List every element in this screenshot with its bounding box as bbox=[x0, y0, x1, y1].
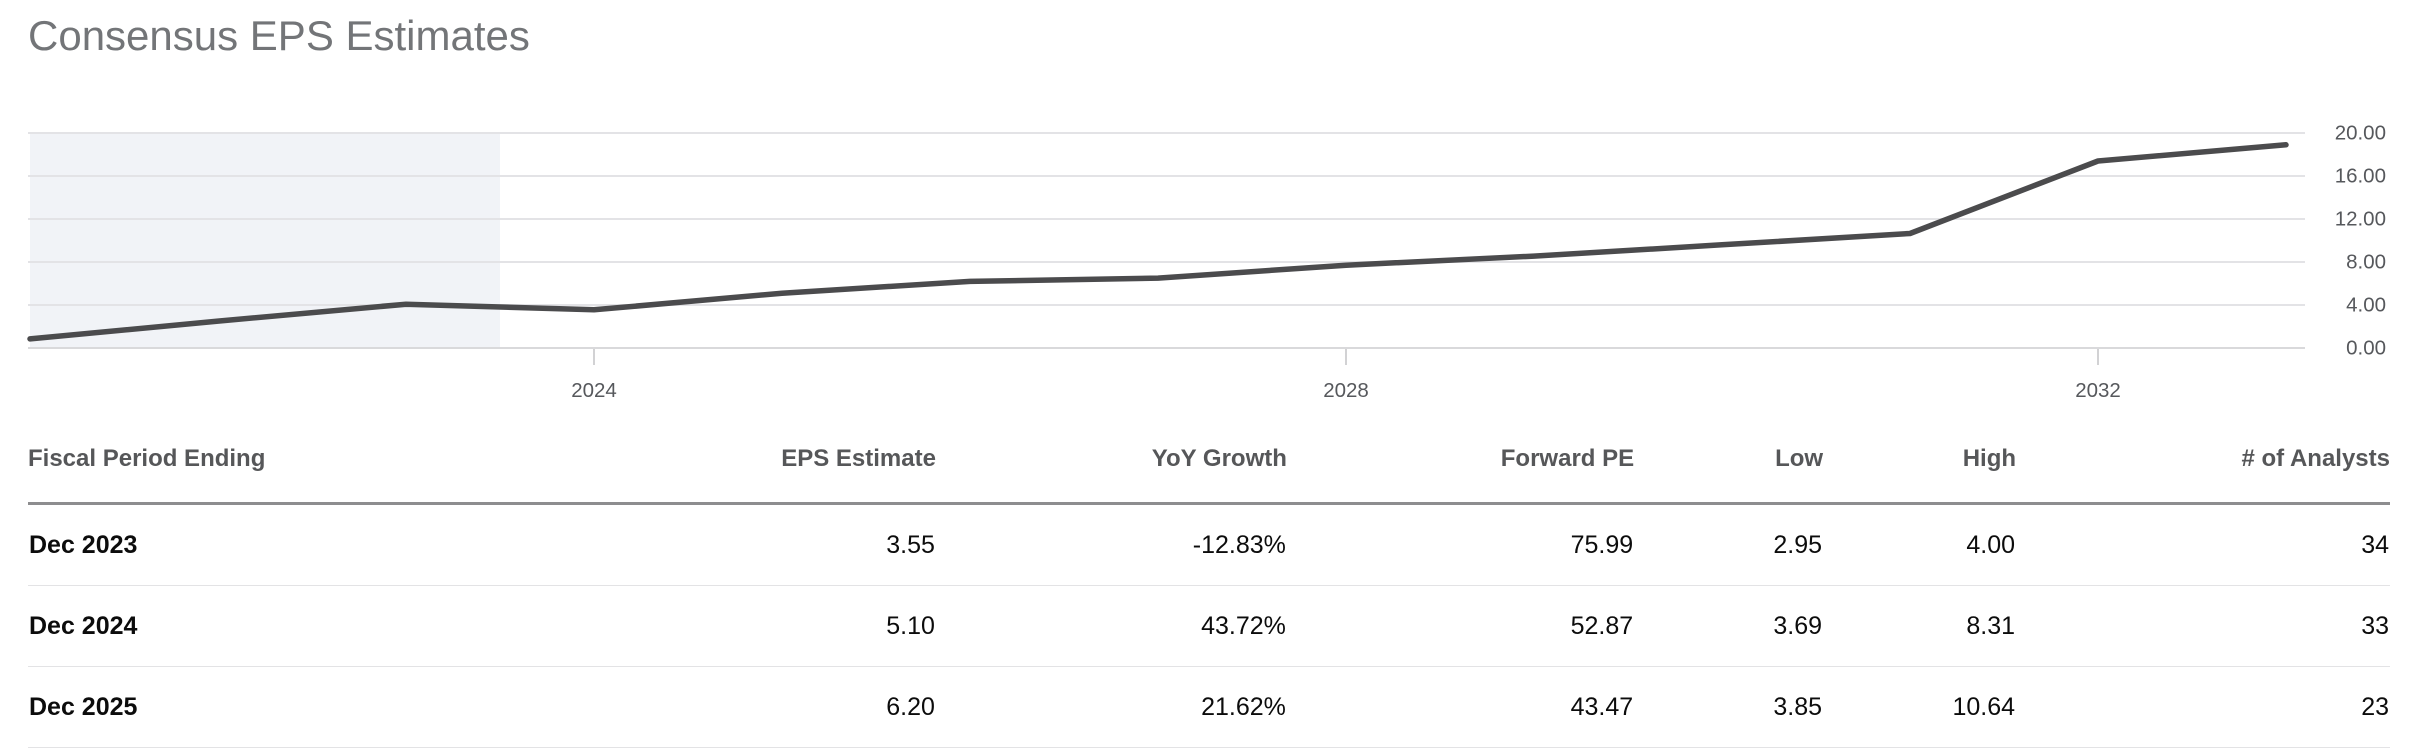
y-axis-label: 0.00 bbox=[2346, 337, 2386, 360]
table-header-row: Fiscal Period Ending EPS Estimate YoY Grow… bbox=[28, 436, 2390, 505]
column-header-forward-pe: Forward PE bbox=[1286, 436, 1635, 505]
column-header-low: Low bbox=[1634, 436, 1824, 505]
value-cell: 5.10 bbox=[500, 585, 936, 667]
fiscal-period-cell: Dec 2025 bbox=[28, 666, 501, 748]
value-cell: 43.47 bbox=[1286, 666, 1635, 748]
value-cell: 2.95 bbox=[1634, 503, 1824, 586]
eps-estimates-table: Fiscal Period Ending EPS Estimate YoY Grow… bbox=[28, 436, 2390, 748]
value-cell: 4.00 bbox=[1823, 503, 2017, 586]
value-cell: 3.85 bbox=[1634, 666, 1824, 748]
table-row: Dec 2024 5.10 43.72% 52.87 3.69 8.31 33 bbox=[28, 585, 2390, 667]
value-cell: 34 bbox=[2016, 503, 2390, 586]
column-header-yoy-growth: YoY Growth bbox=[935, 436, 1287, 505]
value-cell: 8.31 bbox=[1823, 585, 2017, 667]
column-header-high: High bbox=[1823, 436, 2017, 505]
column-header-fiscal-period-ending: Fiscal Period Ending bbox=[28, 436, 501, 505]
y-axis-label: 4.00 bbox=[2346, 294, 2386, 317]
fiscal-period-cell: Dec 2023 bbox=[28, 503, 501, 586]
value-cell: 23 bbox=[2016, 666, 2390, 748]
table-header-row: Fiscal Period Ending EPS Estimate YoY Grow… bbox=[28, 436, 2390, 505]
value-cell: 33 bbox=[2016, 585, 2390, 667]
value-cell: 6.20 bbox=[500, 666, 936, 748]
y-axis-label: 20.00 bbox=[2335, 122, 2386, 145]
value-cell: 3.55 bbox=[500, 503, 936, 586]
y-axis-label: 16.00 bbox=[2335, 165, 2386, 188]
value-cell: 52.87 bbox=[1286, 585, 1635, 667]
y-axis-label: 12.00 bbox=[2335, 208, 2386, 231]
x-axis-label: 2028 bbox=[1323, 379, 1369, 402]
eps-estimates-chart: 0.00 4.00 8.00 12.00 16.00 20.00 2024 2028 2032 bbox=[27, 122, 2386, 402]
value-cell: 43.72% bbox=[935, 585, 1287, 667]
value-cell: 21.62% bbox=[935, 666, 1287, 748]
page-title: Consensus EPS Estimates bbox=[28, 12, 530, 59]
y-axis-label: 8.00 bbox=[2346, 251, 2386, 274]
value-cell: 3.69 bbox=[1634, 585, 1824, 667]
fiscal-period-cell: Dec 2024 bbox=[28, 585, 501, 667]
column-header-of-analysts: # of Analysts bbox=[2016, 436, 2390, 505]
eps-estimate-line bbox=[27, 142, 2289, 342]
value-cell: 75.99 bbox=[1286, 503, 1635, 586]
table-body: Dec 2023 3.55 -12.83% 75.99 2.95 4.00 34 Dec 20… bbox=[28, 503, 2390, 748]
table-row: Dec 2025 6.20 21.62% 43.47 3.85 10.64 23 bbox=[28, 666, 2390, 748]
x-axis-label: 2024 bbox=[571, 379, 617, 402]
column-header-eps-estimate: EPS Estimate bbox=[500, 436, 936, 505]
historical-shade-region bbox=[30, 132, 500, 348]
table-row: Dec 2023 3.55 -12.83% 75.99 2.95 4.00 34 bbox=[28, 503, 2390, 586]
eps-estimates-table-container: Fiscal Period Ending EPS Estimate YoY Grow… bbox=[28, 436, 2390, 748]
value-cell: 10.64 bbox=[1823, 666, 2017, 748]
value-cell: -12.83% bbox=[935, 503, 1287, 586]
x-axis-label: 2032 bbox=[2075, 379, 2121, 402]
